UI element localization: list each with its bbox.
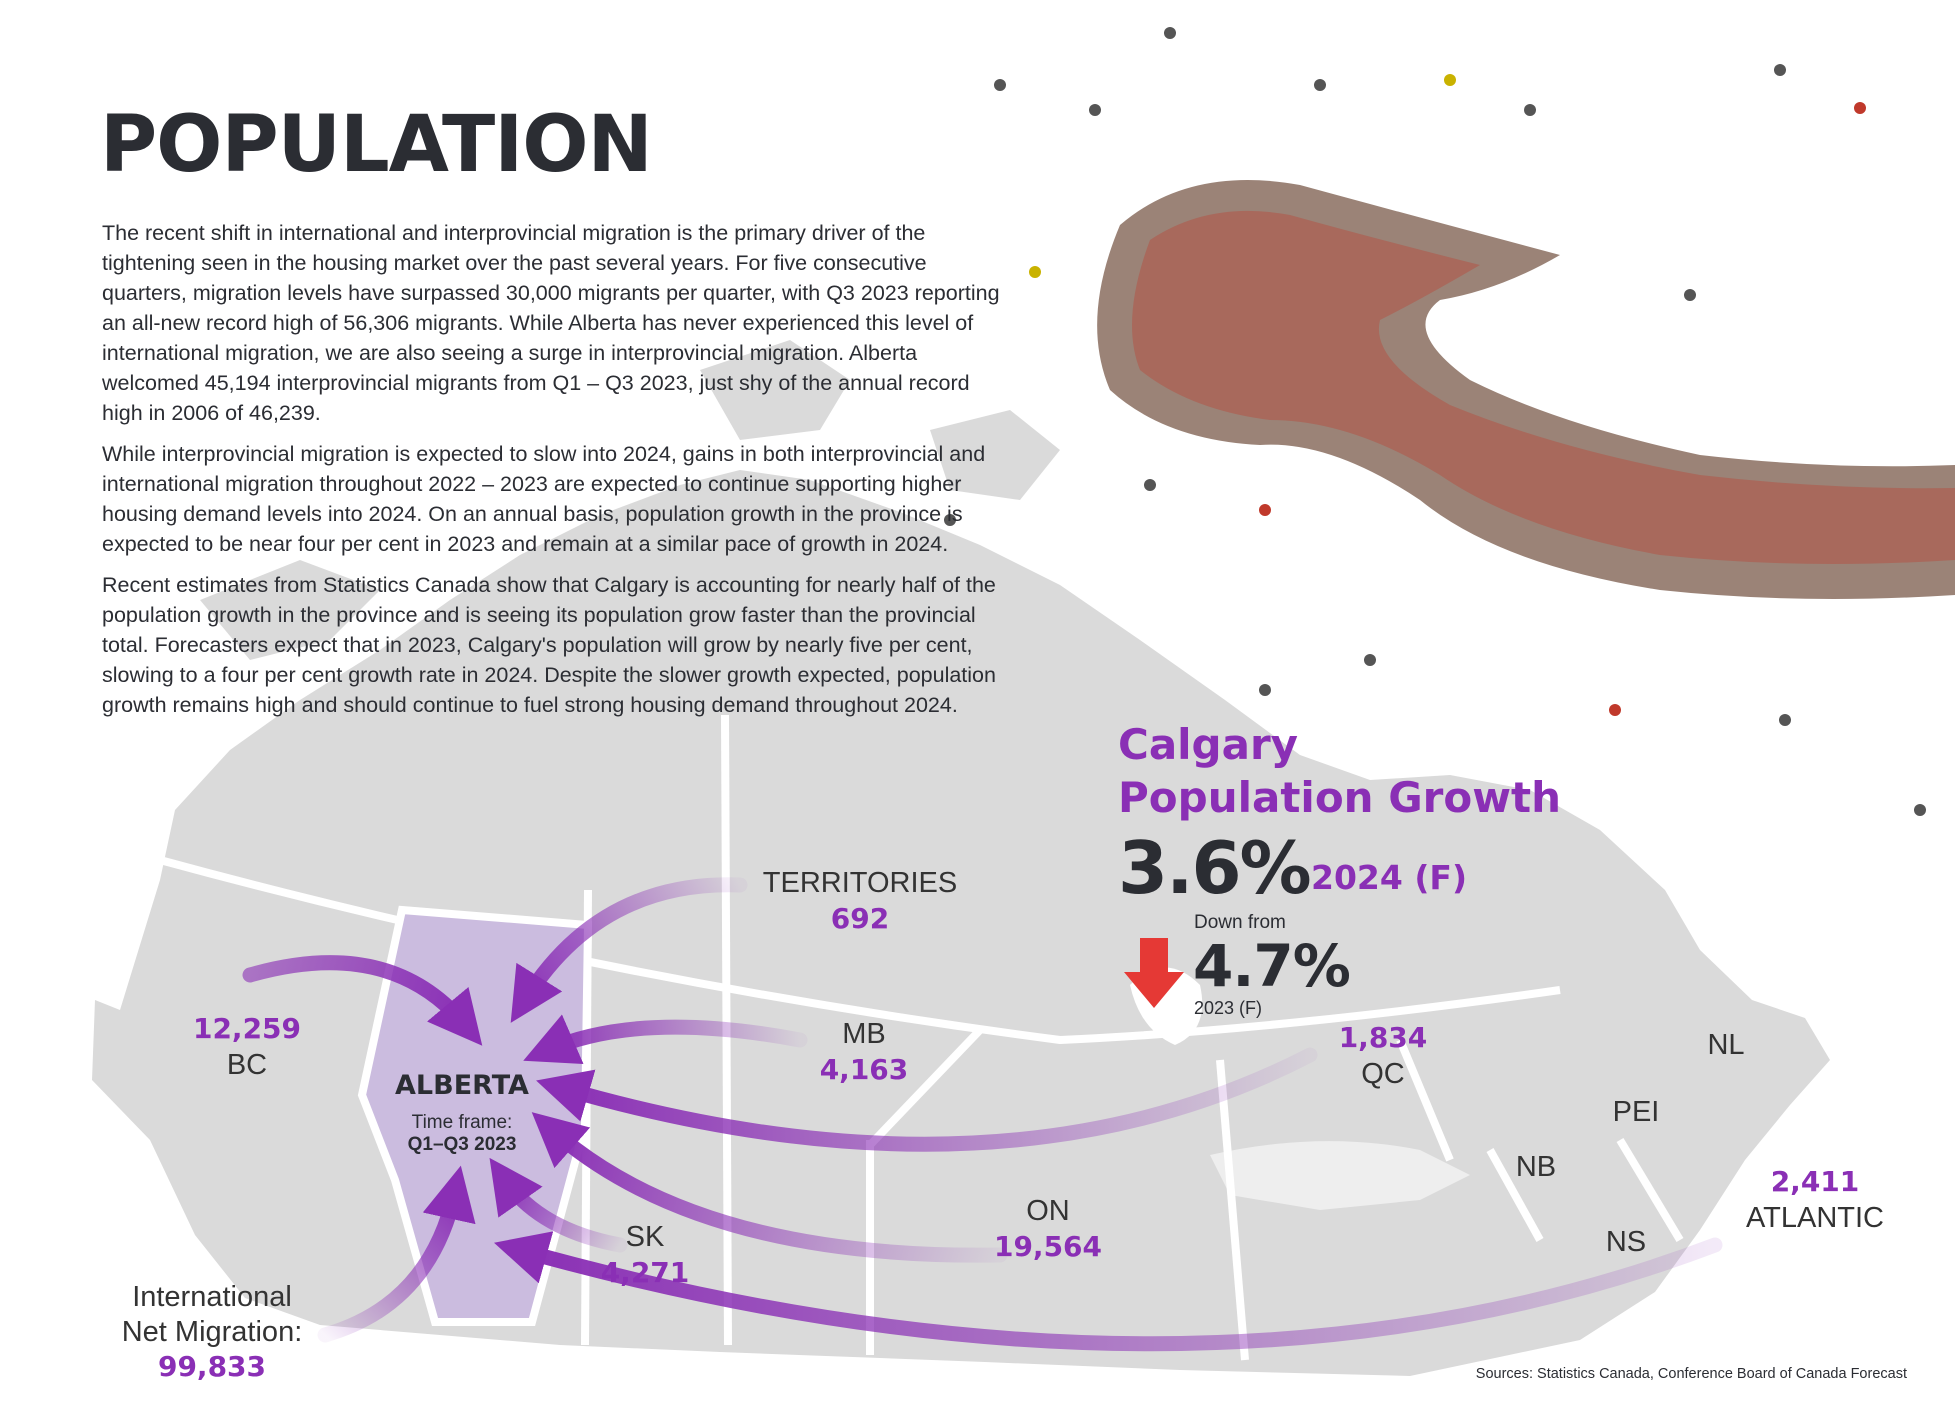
- timeframe-value: Q1–Q3 2023: [407, 1134, 517, 1155]
- sk-value: 4,271: [600, 1256, 690, 1289]
- paragraph-3: Recent estimates from Statistics Canada …: [102, 573, 996, 717]
- calgary-current-value: 3.6%: [1118, 826, 1312, 910]
- paragraph-1: The recent shift in international and in…: [102, 221, 1000, 425]
- ns-label: NS: [1605, 1226, 1647, 1258]
- down-arrow-icon: [1124, 938, 1184, 1008]
- arrow-qc: [536, 1047, 1318, 1152]
- international-label-line-1: International: [132, 1281, 292, 1313]
- qc-label: QC: [1361, 1058, 1405, 1090]
- calgary-current-year: 2024 (F): [1311, 858, 1468, 897]
- nb-label: NB: [1515, 1151, 1557, 1183]
- nl-label: NL: [1707, 1029, 1745, 1061]
- body-text: The recent shift in international and in…: [102, 218, 1007, 731]
- bc-label: BC: [226, 1049, 268, 1081]
- international-value: 99,833: [157, 1350, 267, 1383]
- migration-arrows: [242, 877, 1723, 1352]
- calgary-heading-line-2: Population Growth: [1118, 773, 1562, 822]
- crowd-photo: [944, 27, 1955, 866]
- mb-value: 4,163: [819, 1053, 909, 1086]
- arrow-on: [531, 1112, 1008, 1263]
- international-label-line-2: Net Migration:: [121, 1316, 303, 1348]
- on-label: ON: [1026, 1195, 1070, 1227]
- arrow-mb: [523, 1014, 808, 1065]
- timeframe-label: Time frame:: [411, 1112, 513, 1133]
- down-from-label: Down from: [1194, 912, 1286, 933]
- mb-label: MB: [842, 1018, 886, 1050]
- on-value: 19,564: [993, 1230, 1103, 1263]
- bc-value: 12,259: [192, 1012, 302, 1045]
- qc-value: 1,834: [1338, 1021, 1428, 1054]
- arrow-sk: [489, 1157, 628, 1253]
- pei-label: PEI: [1612, 1096, 1660, 1128]
- calgary-previous-year: 2023 (F): [1194, 998, 1263, 1018]
- territories-value: 692: [830, 902, 890, 935]
- page-title: POPULATION: [100, 100, 653, 190]
- calgary-growth-heading: Calgary Population Growth: [1118, 718, 1561, 824]
- arrow-bc: [242, 955, 483, 1046]
- arrow-international: [317, 1165, 476, 1343]
- calgary-previous-value: 4.7%: [1193, 932, 1351, 1000]
- arrow-territories: [510, 877, 748, 1023]
- sources-note: Sources: Statistics Canada, Conference B…: [1475, 1366, 1907, 1382]
- calgary-heading-line-1: Calgary: [1118, 720, 1299, 769]
- atlantic-value: 2,411: [1770, 1165, 1860, 1198]
- territories-label: TERRITORIES: [762, 867, 958, 899]
- paragraph-2: While interprovincial migration is expec…: [102, 442, 986, 556]
- arrow-atlantic: [493, 1231, 1723, 1352]
- sk-label: SK: [625, 1221, 665, 1253]
- alberta-label: ALBERTA: [395, 1070, 529, 1101]
- atlantic-label: ATLANTIC: [1745, 1202, 1885, 1234]
